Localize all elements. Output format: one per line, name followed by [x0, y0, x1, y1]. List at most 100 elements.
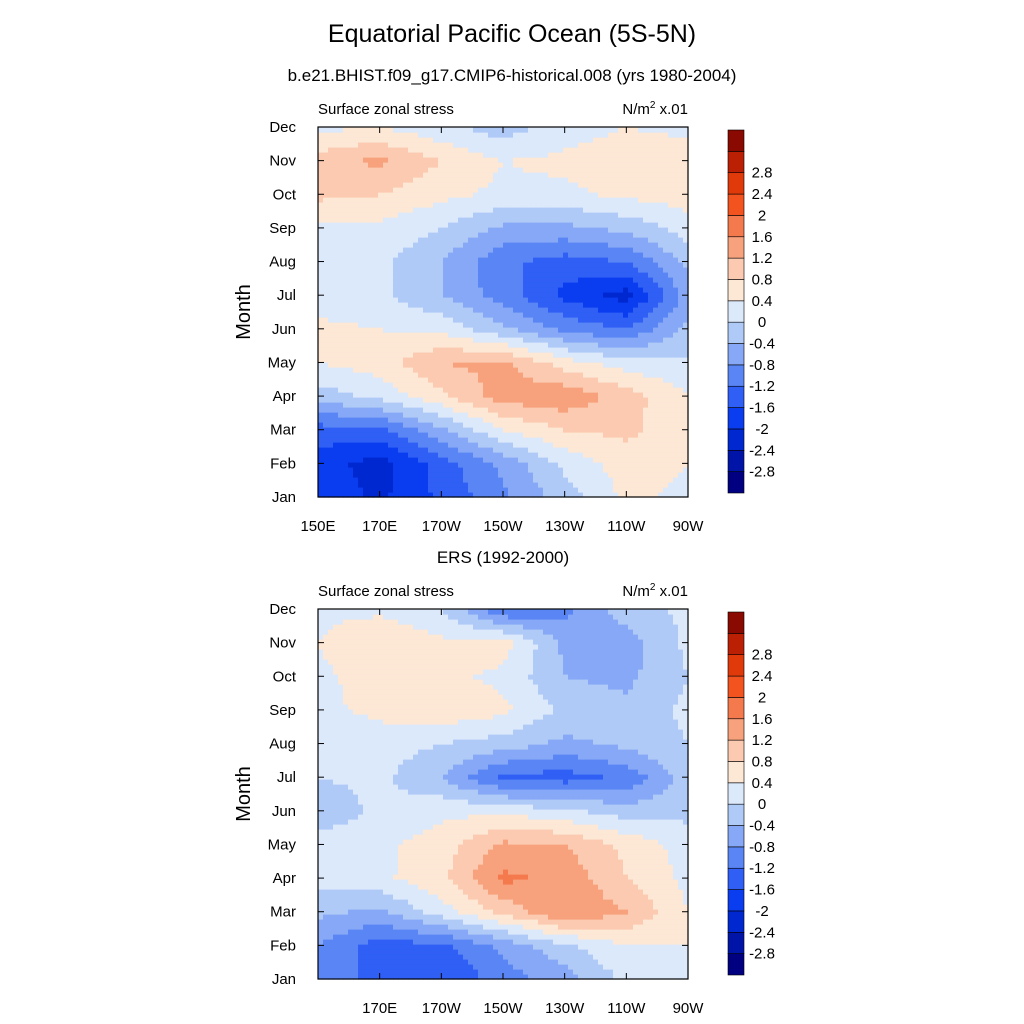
- field-cell: [598, 262, 604, 268]
- field-cell: [448, 412, 454, 418]
- field-cell: [418, 282, 424, 288]
- field-cell: [443, 167, 449, 173]
- field-cell: [323, 222, 329, 228]
- field-cell: [523, 382, 529, 388]
- field-cell: [568, 172, 574, 178]
- field-cell: [633, 382, 639, 388]
- field-cell: [413, 237, 419, 243]
- field-cell: [528, 287, 534, 293]
- field-cell: [358, 327, 364, 333]
- field-cell: [428, 287, 434, 293]
- field-cell: [388, 342, 394, 348]
- field-cell: [448, 367, 454, 373]
- field-cell: [563, 452, 569, 458]
- field-cell: [373, 237, 379, 243]
- field-cell: [443, 362, 449, 368]
- field-cell: [578, 247, 584, 253]
- field-cell: [648, 227, 654, 233]
- field-cell: [488, 282, 494, 288]
- field-cell: [348, 382, 354, 388]
- field-cell: [573, 197, 579, 203]
- field-cell: [388, 427, 394, 433]
- field-cell: [478, 492, 484, 498]
- field-cell: [618, 487, 624, 493]
- field-cell: [578, 382, 584, 388]
- field-cell: [523, 467, 529, 473]
- field-cell: [633, 337, 639, 343]
- field-cell: [433, 442, 439, 448]
- field-cell: [528, 192, 534, 198]
- field-cell: [453, 257, 459, 263]
- field-cell: [653, 312, 659, 318]
- field-cell: [378, 397, 384, 403]
- field-cell: [598, 417, 604, 423]
- field-cell: [363, 342, 369, 348]
- field-cell: [378, 447, 384, 453]
- field-cell: [408, 182, 414, 188]
- field-cell: [438, 402, 444, 408]
- field-cell: [468, 327, 474, 333]
- field-cell: [523, 462, 529, 468]
- field-cell: [648, 472, 654, 478]
- field-cell: [528, 237, 534, 243]
- field-cell: [523, 482, 529, 488]
- field-cell: [358, 407, 364, 413]
- field-cell: [658, 317, 664, 323]
- field-cell: [333, 417, 339, 423]
- field-cell: [433, 262, 439, 268]
- field-cell: [348, 367, 354, 373]
- field-cell: [373, 232, 379, 238]
- field-cell: [448, 322, 454, 328]
- field-cell: [538, 222, 544, 228]
- field-cell: [463, 452, 469, 458]
- field-cell: [433, 282, 439, 288]
- field-cell: [323, 452, 329, 458]
- field-cell: [418, 317, 424, 323]
- field-cell: [493, 192, 499, 198]
- field-cell: [573, 357, 579, 363]
- field-cell: [408, 397, 414, 403]
- field-cell: [468, 332, 474, 338]
- field-cell: [593, 277, 599, 283]
- field-cell: [643, 422, 649, 428]
- field-cell: [378, 342, 384, 348]
- field-cell: [383, 177, 389, 183]
- field-cell: [593, 392, 599, 398]
- field-cell: [633, 272, 639, 278]
- field-cell: [363, 352, 369, 358]
- field-cell: [443, 342, 449, 348]
- field-cell: [388, 287, 394, 293]
- field-cell: [643, 467, 649, 473]
- field-cell: [628, 197, 634, 203]
- field-cell: [648, 237, 654, 243]
- field-cell: [663, 257, 669, 263]
- field-cell: [558, 482, 564, 488]
- field-cell: [678, 297, 684, 303]
- field-cell: [328, 312, 334, 318]
- field-cell: [513, 247, 519, 253]
- field-cell: [598, 272, 604, 278]
- field-cell: [648, 217, 654, 223]
- field-cell: [483, 437, 489, 443]
- field-cell: [378, 442, 384, 448]
- field-cell: [428, 382, 434, 388]
- field-cell: [658, 327, 664, 333]
- field-cell: [338, 387, 344, 393]
- field-cell: [613, 482, 619, 488]
- field-cell: [363, 367, 369, 373]
- field-cell: [338, 247, 344, 253]
- field-cell: [358, 437, 364, 443]
- field-cell: [463, 347, 469, 353]
- field-cell: [678, 352, 684, 358]
- field-cell: [528, 277, 534, 283]
- field-cell: [333, 222, 339, 228]
- field-cell: [518, 182, 524, 188]
- field-cell: [593, 472, 599, 478]
- field-cell: [443, 367, 449, 373]
- field-cell: [553, 192, 559, 198]
- field-cell: [428, 177, 434, 183]
- field-cell: [628, 397, 634, 403]
- field-cell: [453, 347, 459, 353]
- field-cell: [408, 342, 414, 348]
- field-cell: [498, 347, 504, 353]
